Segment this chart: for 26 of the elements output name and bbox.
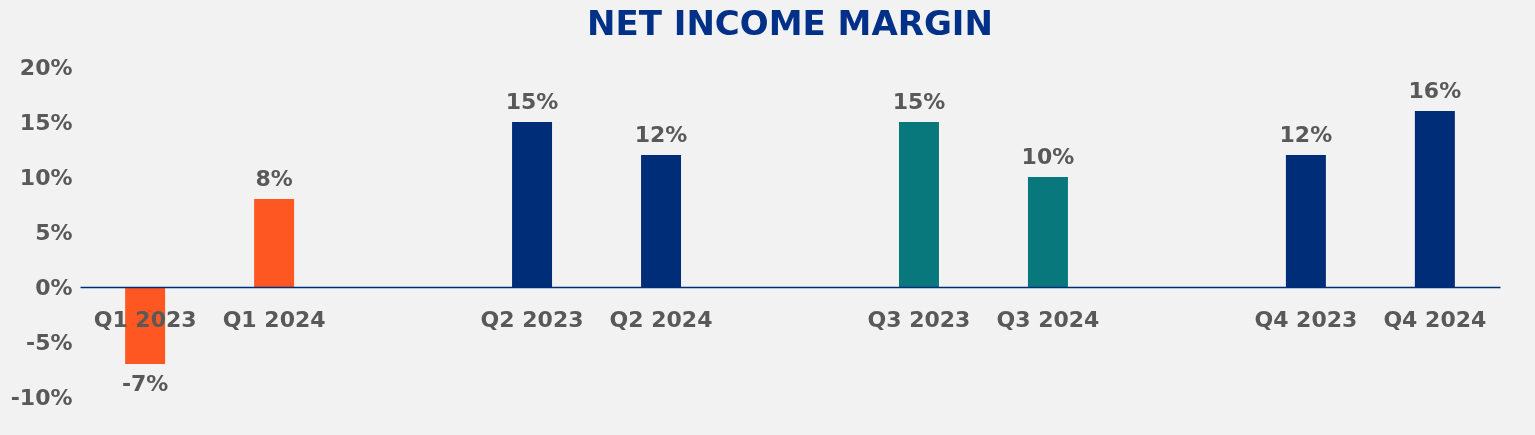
y-tick-label: 0% [35, 274, 73, 300]
data-label: 15% [505, 89, 559, 114]
y-tick-label: 10% [19, 164, 73, 190]
y-tick-label: -5% [26, 329, 73, 355]
data-label: -7% [121, 371, 169, 396]
bar [254, 199, 295, 287]
data-label: 15% [892, 89, 946, 114]
y-tick-label: 20% [19, 54, 73, 80]
data-label: 10% [1021, 144, 1075, 169]
data-label: 16% [1408, 78, 1462, 103]
x-tick-label: Q1 2024 [222, 306, 326, 332]
bar [898, 122, 939, 287]
data-label: 12% [634, 122, 688, 147]
x-tick-label: Q2 2023 [480, 306, 584, 332]
y-tick-label: 5% [35, 219, 73, 245]
x-tick-label: Q4 2023 [1254, 306, 1358, 332]
chart-title: NET INCOME MARGIN [587, 3, 993, 43]
bar [1027, 177, 1068, 287]
data-label: 12% [1279, 122, 1333, 147]
y-tick-label: -10% [10, 384, 73, 410]
x-tick-label: Q2 2024 [609, 306, 713, 332]
x-tick-label: Q3 2024 [996, 306, 1100, 332]
x-tick-label: Q3 2023 [867, 306, 971, 332]
y-tick-label: 15% [19, 109, 73, 135]
data-label: 8% [255, 166, 293, 191]
x-tick-label: Q4 2024 [1383, 306, 1487, 332]
